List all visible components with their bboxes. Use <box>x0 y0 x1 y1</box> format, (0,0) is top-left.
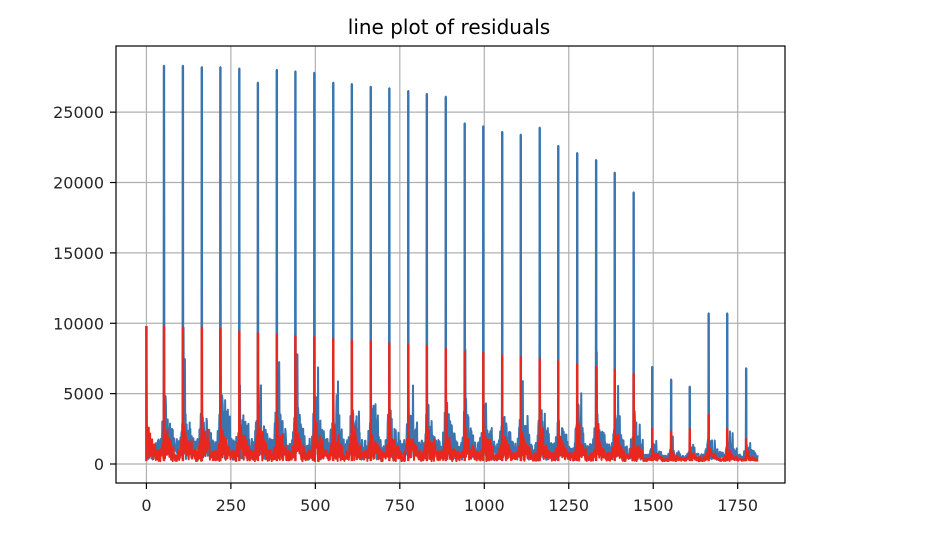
plot-frame <box>115 45 786 484</box>
y-tick-label: 25000 <box>53 103 104 122</box>
plot-series <box>145 64 759 463</box>
x-tick-label: 250 <box>216 496 247 515</box>
series-line-1 <box>145 64 759 461</box>
grid-lines <box>116 46 785 483</box>
series-line-2 <box>145 325 759 463</box>
y-tick-label: 5000 <box>63 385 104 404</box>
y-tick-label: 0 <box>94 455 104 474</box>
chart-title: line plot of residuals <box>348 15 550 39</box>
axis-ticks: 0 250 500 750 1000 1250 1500 1750 0 5000 10000 1500… <box>53 103 758 515</box>
x-tick-label: 1250 <box>548 496 589 515</box>
x-tick-label: 750 <box>385 496 416 515</box>
x-tick-label: 500 <box>300 496 331 515</box>
y-tick-label: 10000 <box>53 314 104 333</box>
y-tick-label: 15000 <box>53 244 104 263</box>
x-tick-label: 1750 <box>717 496 758 515</box>
x-tick-label: 1500 <box>633 496 674 515</box>
x-tick-label: 0 <box>141 496 151 515</box>
x-tick-label: 1000 <box>464 496 505 515</box>
y-tick-label: 20000 <box>53 174 104 193</box>
